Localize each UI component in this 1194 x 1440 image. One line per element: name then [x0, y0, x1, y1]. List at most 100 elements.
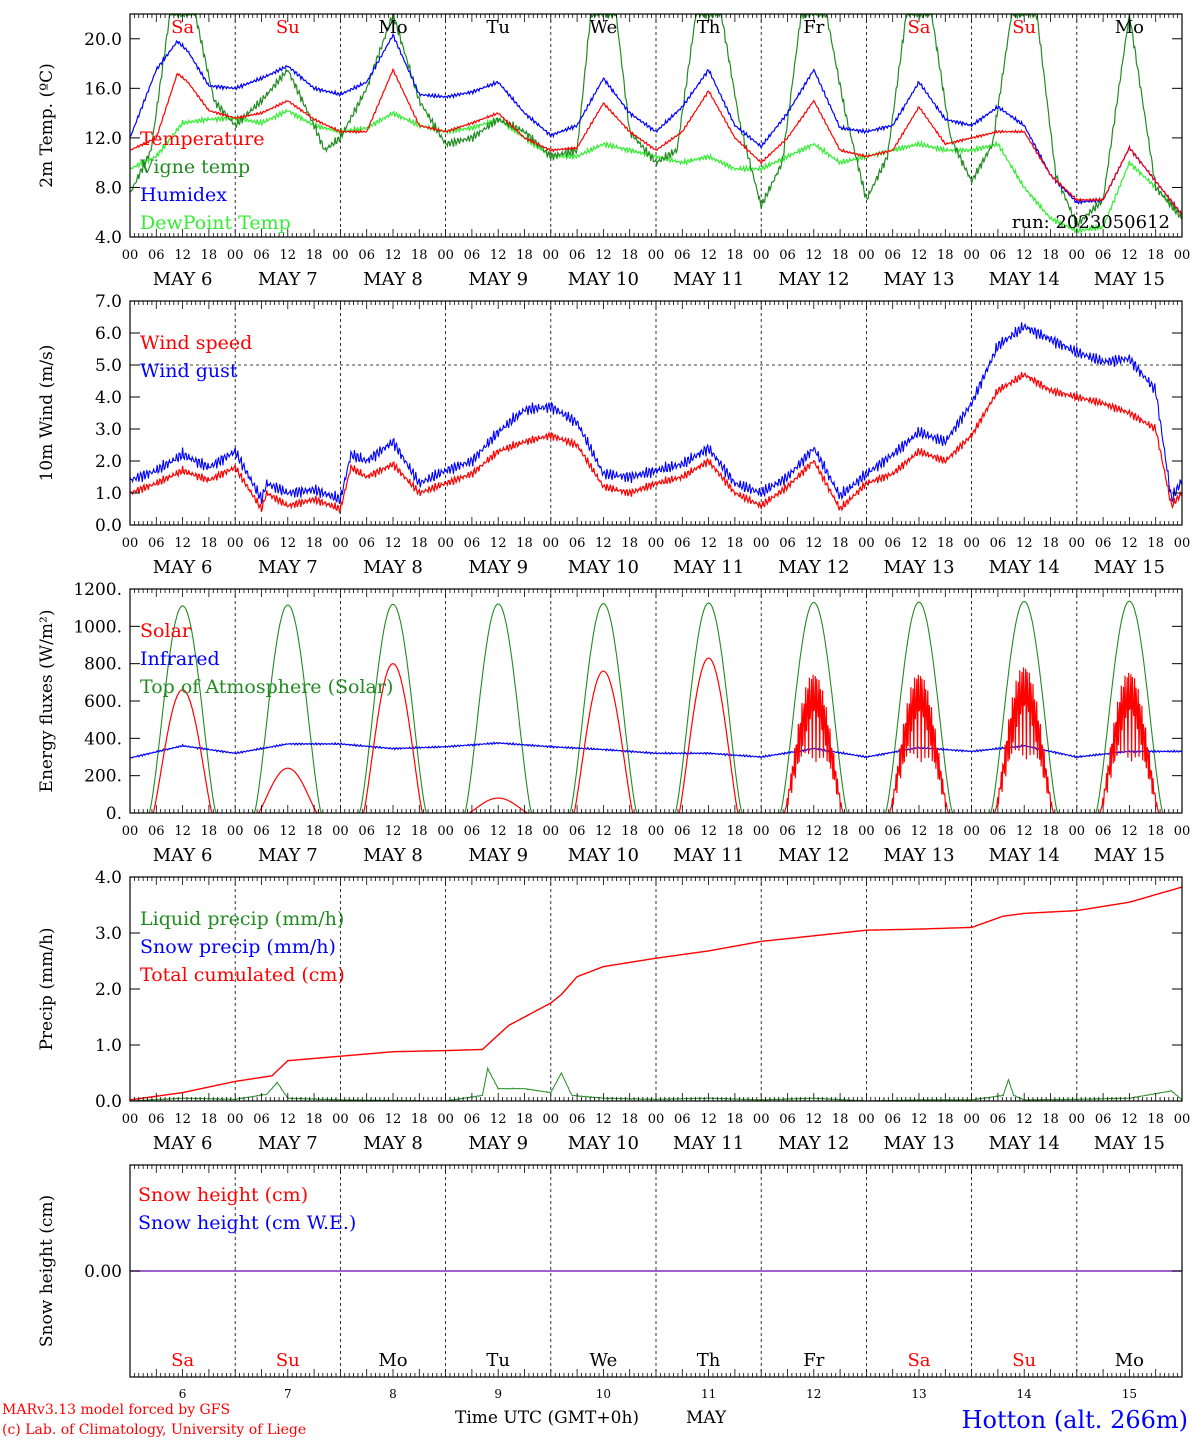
hour-tick-label: 12 [1016, 536, 1033, 551]
text-layer: 4.0 8.0 12.0 16.0 20.0 2m Temp. (ºC) 00 06 12 18 M… [37, 17, 1190, 1401]
hour-tick-label: 00 [753, 248, 770, 263]
hour-tick-label: 00 [753, 536, 770, 551]
hour-tick-label: 12 [490, 536, 507, 551]
hour-tick-label: 00 [1069, 824, 1086, 839]
date-label: MAY 11 [673, 845, 744, 866]
snow-ylabel: Snow height (cm) [37, 1195, 57, 1347]
hour-tick-label: 06 [884, 536, 901, 551]
hour-tick-label: 00 [858, 824, 875, 839]
hour-tick-label: 12 [595, 248, 612, 263]
hour-tick-label: 18 [621, 536, 638, 551]
energy-ytick-label: 0. [106, 804, 122, 824]
wind-ytick-label: 2.0 [95, 452, 122, 472]
hour-tick-label: 06 [779, 536, 796, 551]
month-label: MAY [686, 1408, 727, 1428]
hour-tick-label: 18 [1042, 248, 1059, 263]
temperature-legend-item: DewPoint Temp [140, 212, 291, 234]
hour-tick-label: 00 [227, 1112, 244, 1127]
snow-legend-item: Snow height (cm) [138, 1184, 308, 1206]
energy-solar-day [678, 657, 739, 814]
date-label: MAY 8 [363, 557, 423, 578]
date-label: MAY 7 [258, 845, 318, 866]
energy-legend-item: Infrared [140, 648, 220, 670]
hour-tick-label: 06 [358, 824, 375, 839]
date-label: MAY 12 [778, 269, 849, 290]
hour-tick-label: 12 [806, 824, 823, 839]
hour-tick-label: 00 [753, 1112, 770, 1127]
energy-ytick-label: 1200. [73, 580, 122, 600]
precip-legend-item: Total cumulated (cm) [140, 964, 345, 986]
energy-toa-day [463, 603, 533, 814]
hour-tick-label: 12 [911, 824, 928, 839]
hour-tick-label: 18 [516, 536, 533, 551]
hour-tick-label: 00 [648, 1112, 665, 1127]
hour-tick-label: 06 [990, 824, 1007, 839]
hour-tick-label: 06 [148, 824, 165, 839]
hour-tick-label: 18 [1147, 536, 1164, 551]
hour-tick-label: 18 [201, 824, 218, 839]
hour-tick-label: 12 [174, 536, 191, 551]
hour-tick-label: 00 [437, 536, 454, 551]
hour-tick-label: 18 [306, 248, 323, 263]
temperature-day-name: Sa [907, 17, 930, 38]
energy-toa-day [569, 603, 638, 814]
energy-ytick-label: 600. [84, 692, 122, 712]
hour-tick-label: 06 [569, 824, 586, 839]
hour-tick-label: 00 [1069, 1112, 1086, 1127]
date-label: MAY 12 [778, 557, 849, 578]
wind-ylabel: 10m Wind (m/s) [37, 345, 57, 482]
hour-tick-label: 18 [832, 536, 849, 551]
frame-layer [129, 13, 1183, 1378]
temperature-day-name: Sa [171, 17, 194, 38]
hour-tick-label: 00 [332, 248, 349, 263]
precip-ytick-label: 2.0 [95, 980, 122, 1000]
temperature-day-name: Su [276, 17, 300, 38]
date-label: MAY 13 [883, 269, 954, 290]
date-label: MAY 11 [673, 1133, 744, 1154]
temperature-series-humidex [129, 33, 1183, 216]
hour-tick-label: 00 [122, 248, 139, 263]
date-label: MAY 10 [568, 1133, 639, 1154]
hour-tick-label: 18 [1042, 1112, 1059, 1127]
snow-day-name: Tu [486, 1350, 510, 1371]
hour-tick-label: 12 [911, 248, 928, 263]
hour-tick-label: 18 [727, 1112, 744, 1127]
hour-tick-label: 00 [437, 248, 454, 263]
hour-tick-label: 12 [1121, 248, 1138, 263]
hour-tick-label: 06 [884, 248, 901, 263]
hour-tick-label: 12 [911, 536, 928, 551]
date-label: MAY 9 [468, 269, 528, 290]
day-number-label: 9 [494, 1387, 502, 1401]
day-number-label: 6 [179, 1387, 187, 1401]
energy-ytick-label: 1000. [73, 617, 122, 637]
hour-tick-label: 18 [516, 248, 533, 263]
day-number-label: 7 [284, 1387, 292, 1401]
precip-ytick-label: 3.0 [95, 924, 122, 944]
energy-solar-day [994, 667, 1055, 814]
hour-tick-label: 06 [148, 248, 165, 263]
hour-tick-label: 00 [963, 824, 980, 839]
energy-toa-day [1095, 600, 1164, 814]
hour-tick-label: 12 [174, 824, 191, 839]
energy-solar-day [257, 767, 318, 814]
hour-tick-label: 06 [253, 824, 270, 839]
hour-tick-label: 00 [858, 248, 875, 263]
hour-tick-label: 06 [464, 248, 481, 263]
hour-tick-label: 00 [437, 1112, 454, 1127]
temperature-series-vigne-temp [129, 12, 1183, 228]
date-label: MAY 10 [568, 845, 639, 866]
snow-legend-item: Snow height (cm W.E.) [138, 1212, 356, 1234]
hour-tick-label: 18 [621, 1112, 638, 1127]
time-axis-label: Time UTC (GMT+0h) [455, 1408, 639, 1428]
wind-legend-item: Wind speed [140, 332, 252, 354]
hour-tick-label: 18 [727, 824, 744, 839]
hour-tick-label: 12 [806, 536, 823, 551]
hour-tick-label: 18 [621, 248, 638, 263]
hour-tick-label: 06 [569, 536, 586, 551]
hour-tick-label: 06 [358, 248, 375, 263]
date-label: MAY 15 [1094, 1133, 1165, 1154]
snow-day-name: Th [697, 1350, 721, 1371]
hour-tick-label: 12 [280, 1112, 297, 1127]
energy-toa-day [148, 605, 217, 814]
